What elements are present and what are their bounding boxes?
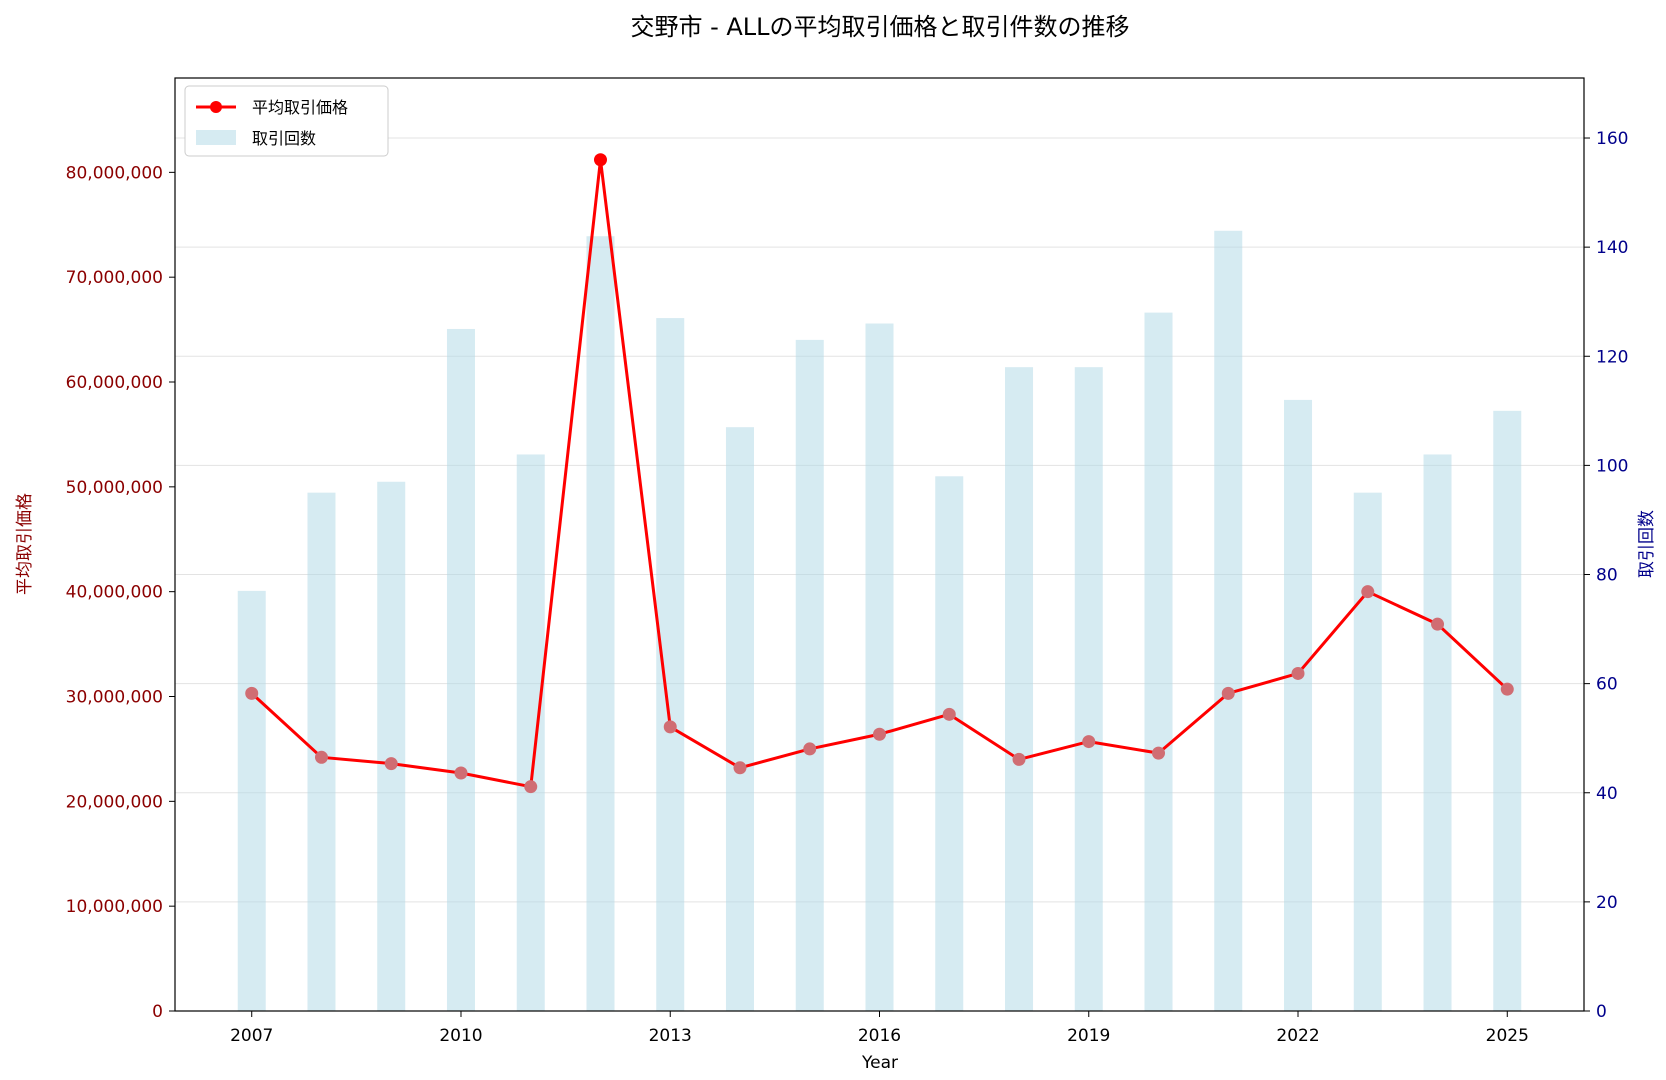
bar [1493,410,1522,1011]
data-point [1431,617,1445,631]
right-tick-label: 80 [1596,566,1618,586]
x-tick-label: 2013 [649,1026,692,1046]
right-tick-label: 140 [1596,238,1628,258]
x-tick-label: 2022 [1276,1026,1319,1046]
left-tick-label: 50,000,000 [66,478,163,498]
legend: 平均取引価格 取引回数 [184,85,389,157]
bar [725,427,754,1011]
left-tick-label: 70,000,000 [66,268,163,288]
bar [865,323,894,1011]
x-tick-label: 2007 [230,1026,273,1046]
left-tick-label: 20,000,000 [66,792,163,812]
data-point [1500,682,1514,696]
bar [1353,492,1382,1012]
bar [656,318,685,1011]
data-point [1152,746,1166,760]
data-point [314,750,328,764]
bar [516,454,545,1011]
right-axis-label: 取引回数 [1637,510,1657,578]
legend-label-count: 取引回数 [252,129,316,148]
legend-line-marker [210,101,222,113]
x-tick-label: 2010 [439,1026,482,1046]
data-point [1012,752,1026,766]
bar [446,328,475,1012]
bar [1005,367,1034,1012]
left-tick-label: 10,000,000 [66,897,163,917]
data-point [803,742,817,756]
right-tick-label: 60 [1596,675,1618,695]
left-tick-label: 40,000,000 [66,583,163,603]
legend-label-price: 平均取引価格 [252,98,348,117]
data-point [245,686,259,700]
right-axis: 0 20 40 60 80 100 120 140 160 [1584,129,1628,1022]
data-point [593,153,607,167]
data-point [454,766,468,780]
right-tick-label: 120 [1596,347,1628,367]
data-point [663,720,677,734]
chart-title: 交野市 - ALLの平均取引価格と取引件数の推移 [630,13,1129,41]
right-tick-label: 20 [1596,893,1618,913]
legend-bar-swatch [196,130,236,145]
bar [586,236,615,1011]
bar [1284,399,1313,1011]
data-point [1291,666,1305,680]
right-tick-label: 160 [1596,129,1628,149]
left-axis-label: 平均取引価格 [15,493,35,595]
line-series [245,153,1514,794]
x-axis-label: Year [861,1053,898,1073]
left-tick-label: 60,000,000 [66,373,163,393]
bar [1423,454,1452,1011]
bar [1214,230,1243,1012]
bar [1074,367,1103,1012]
data-point [524,780,538,794]
left-tick-label: 80,000,000 [66,163,163,183]
bar [237,590,266,1011]
bar [935,476,964,1012]
data-point [873,727,886,741]
bar [795,339,824,1011]
right-tick-label: 0 [1596,1002,1607,1022]
data-point [1082,735,1096,749]
x-tick-label: 2016 [858,1026,901,1046]
data-point [384,757,398,771]
data-point [1221,686,1235,700]
bar [377,481,406,1011]
left-tick-label: 30,000,000 [66,688,163,708]
x-axis: 2007 2010 2013 2016 2019 2022 2025 [230,1011,1529,1046]
bar [1144,312,1173,1012]
data-point [942,707,956,721]
left-tick-label: 0 [152,1002,163,1022]
right-tick-label: 100 [1596,456,1628,476]
x-tick-label: 2019 [1067,1026,1110,1046]
bar-series [237,230,1522,1012]
right-tick-label: 40 [1596,784,1618,804]
data-point [733,761,747,775]
data-point [1361,585,1375,599]
x-tick-label: 2025 [1486,1026,1529,1046]
left-axis: 0 10,000,000 20,000,000 30,000,000 40,000,00… [66,163,175,1022]
